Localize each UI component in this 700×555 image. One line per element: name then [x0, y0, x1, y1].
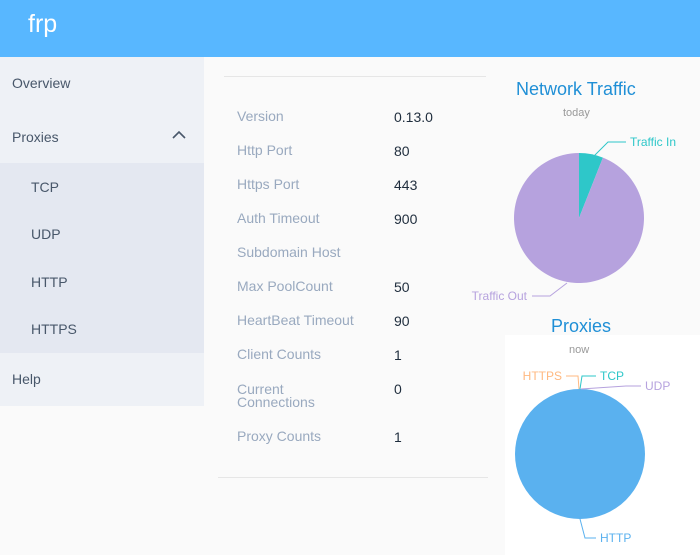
sidebar-item-tcp[interactable]: TCP	[0, 163, 204, 210]
data-label-traffic-in: Traffic In	[630, 135, 676, 149]
chart-subtitle-proxies: now	[569, 344, 590, 356]
sidebar-item-label: HTTPS	[31, 321, 77, 337]
sidebar-item-http[interactable]: HTTP	[0, 258, 204, 305]
label-line-traffic-out	[532, 282, 568, 297]
sidebar-item-label: Overview	[12, 75, 71, 91]
info-label-max-poolcount: Max PoolCount	[237, 278, 333, 294]
divider	[218, 477, 488, 478]
info-value-http-port: 80	[394, 143, 410, 159]
pie-slice-traffic-out	[514, 153, 644, 283]
proxies-submenu: TCP UDP HTTP HTTPS	[0, 163, 204, 353]
info-value-auth-timeout: 900	[394, 211, 418, 227]
pie-slice-http	[515, 389, 645, 519]
info-value-version: 0.13.0	[394, 109, 433, 125]
info-label-version: Version	[237, 108, 284, 124]
sidebar-item-https[interactable]: HTTPS	[0, 305, 204, 352]
sidebar-item-overview[interactable]: Overview	[0, 57, 204, 109]
sidebar-background	[0, 406, 204, 555]
label-line-https	[566, 375, 580, 390]
info-value-https-port: 443	[394, 177, 418, 193]
info-label-auth-timeout: Auth Timeout	[237, 210, 320, 226]
info-value-proxy-counts: 1	[394, 429, 402, 445]
sidebar-item-proxies[interactable]: Proxies	[0, 111, 204, 163]
sidebar-item-label: HTTP	[31, 274, 68, 290]
divider	[224, 76, 486, 77]
info-value-client-counts: 1	[394, 347, 402, 363]
info-value-current-connections: 0	[394, 381, 402, 397]
info-label-heartbeat-timeout: HeartBeat Timeout	[237, 312, 354, 328]
info-label-subdomain-host: Subdomain Host	[237, 244, 341, 260]
label-line-traffic-in	[591, 141, 626, 159]
label-line-tcp	[579, 375, 596, 390]
chart-title-proxies: Proxies	[551, 316, 612, 336]
sidebar-item-udp[interactable]: UDP	[0, 210, 204, 257]
info-label-https-port: Https Port	[237, 176, 300, 192]
info-label-client-counts: Client Counts	[237, 346, 322, 362]
sidebar-item-help[interactable]: Help	[0, 353, 204, 405]
info-value-max-poolcount: 50	[394, 279, 410, 295]
top-bar: frp	[0, 0, 700, 57]
info-label-http-port: Http Port	[237, 142, 293, 158]
info-label-proxy-counts: Proxy Counts	[237, 428, 322, 444]
sidebar-item-label: TCP	[31, 179, 59, 195]
data-label-http: HTTP	[600, 531, 631, 545]
chart-subtitle-traffic: today	[563, 107, 590, 119]
sidebar: Overview Proxies TCP UDP HTTP HTTPS Help	[0, 57, 204, 406]
chart-title-traffic: Network Traffic	[516, 79, 636, 99]
label-line-http	[579, 518, 596, 539]
sidebar-item-label: Help	[12, 371, 41, 387]
data-label-tcp: TCP	[600, 369, 624, 383]
chevron-up-icon	[172, 130, 186, 139]
data-label-https: HTTPS	[523, 369, 562, 383]
pie-slice-traffic-in	[579, 153, 603, 218]
sidebar-item-label: UDP	[31, 226, 61, 242]
label-line-udp	[580, 385, 641, 390]
app-title: frp	[28, 10, 58, 38]
data-label-traffic-out: Traffic Out	[472, 289, 528, 303]
info-value-heartbeat-timeout: 90	[394, 313, 410, 329]
sidebar-item-label: Proxies	[12, 129, 59, 145]
data-label-udp: UDP	[645, 379, 670, 393]
info-label-current-connections: Current Connections	[237, 381, 315, 410]
